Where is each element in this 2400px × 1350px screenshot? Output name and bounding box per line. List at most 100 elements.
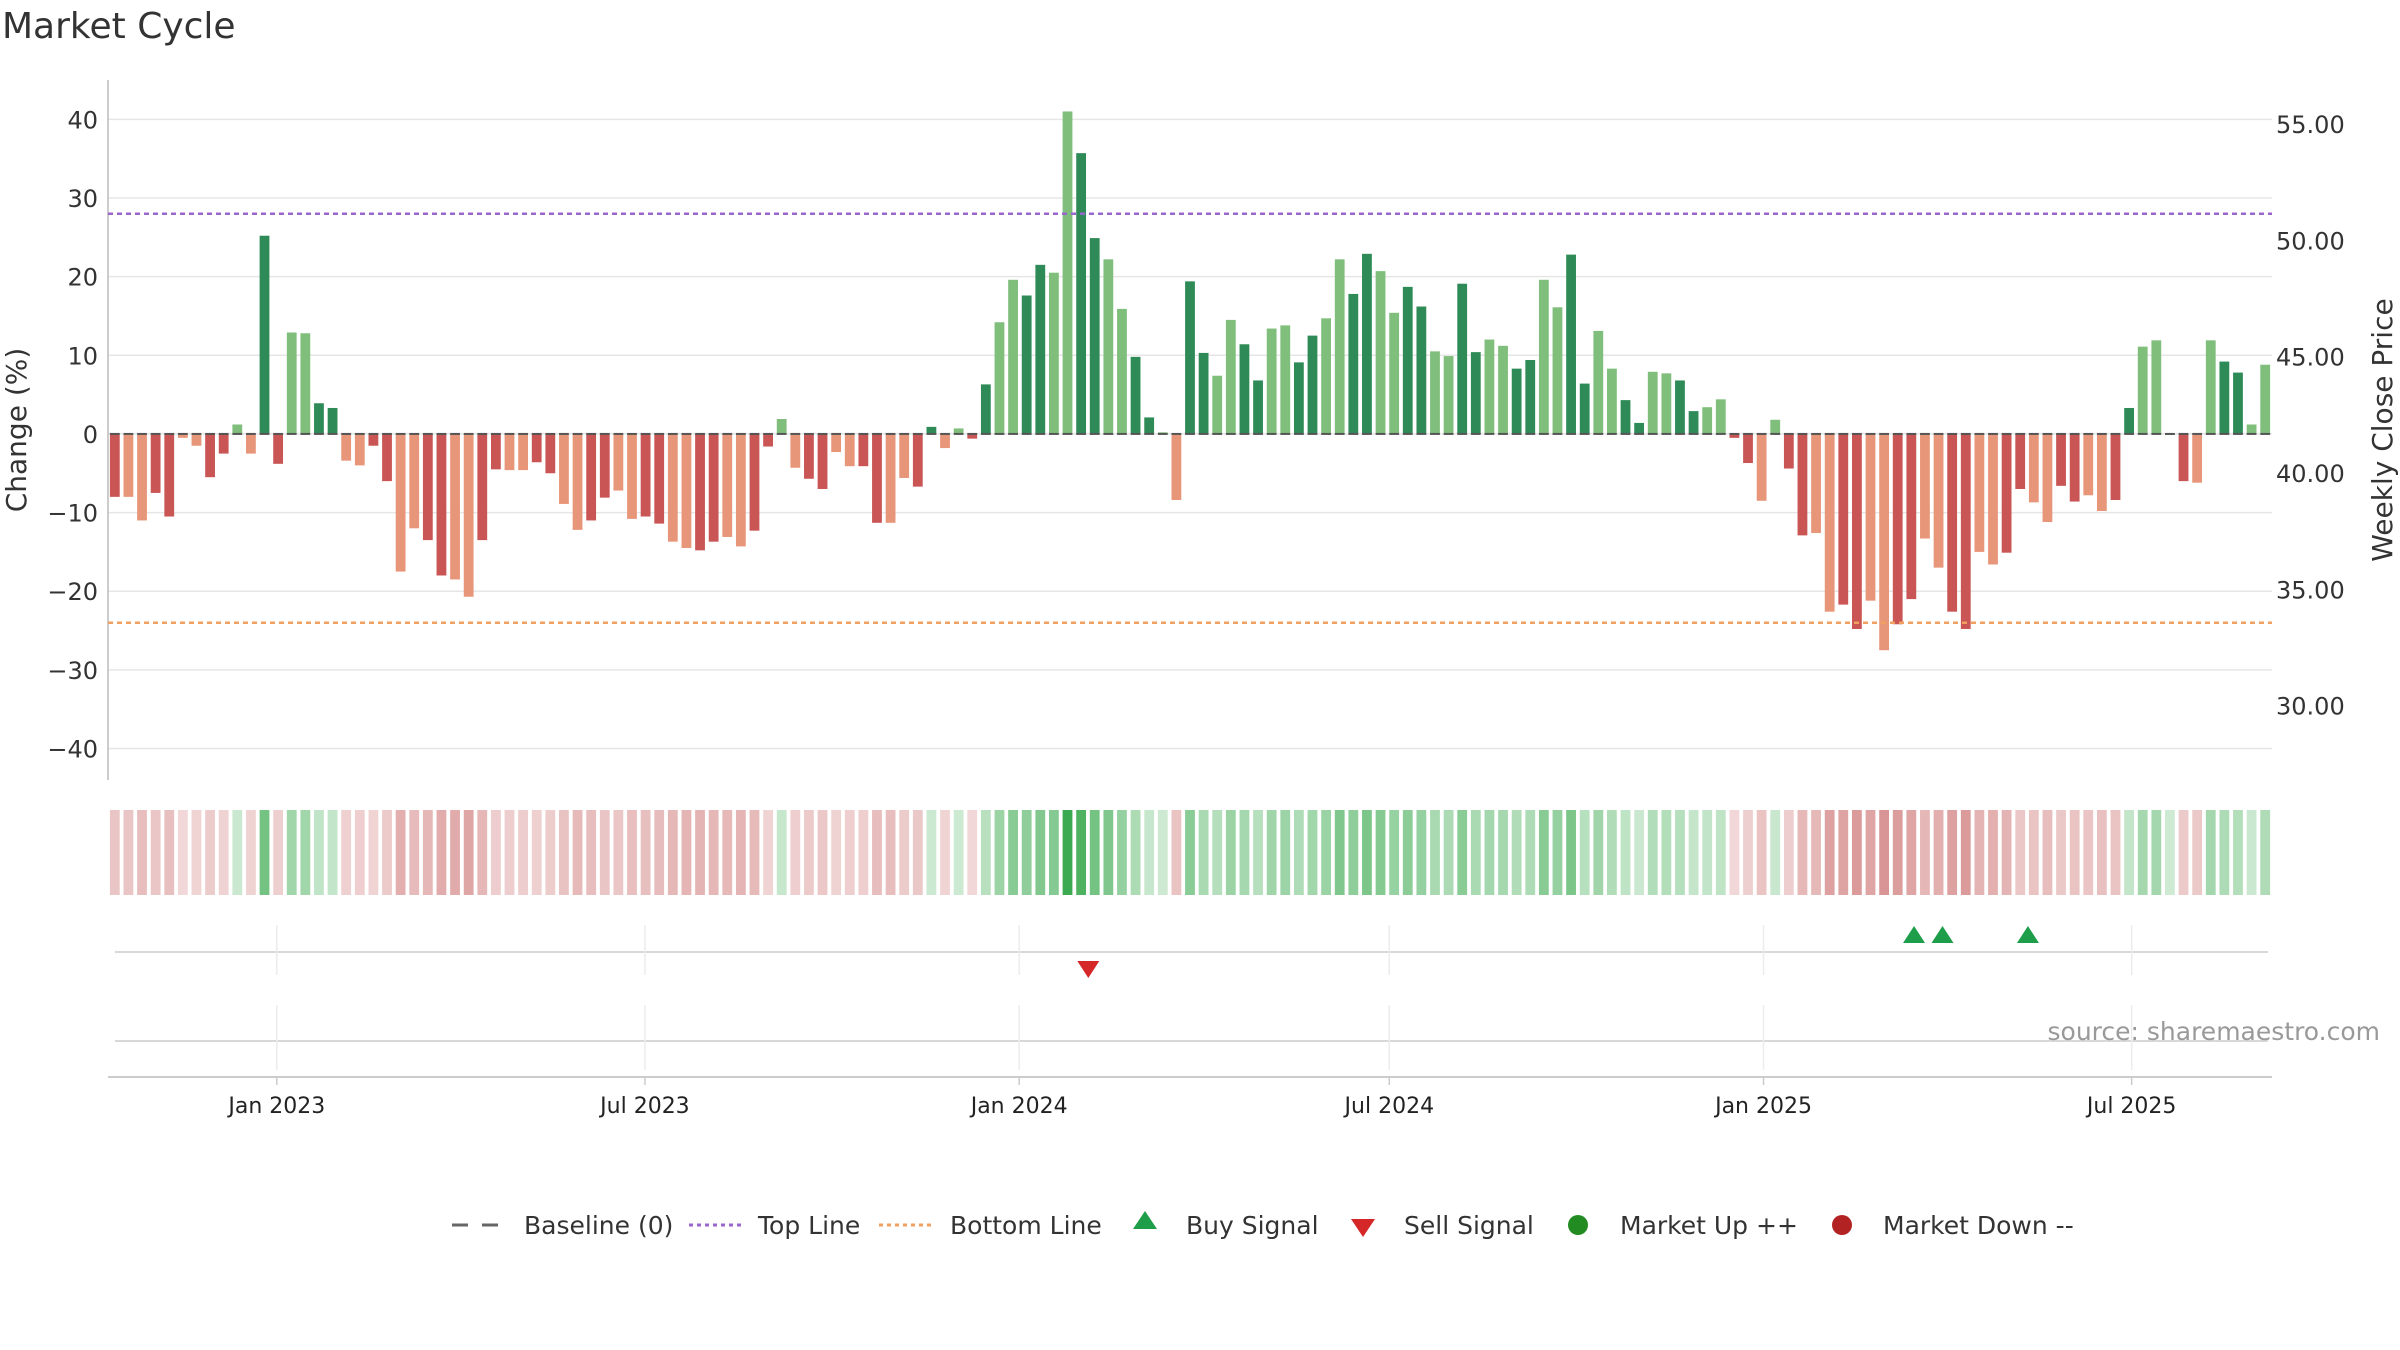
heat-cell (1647, 810, 1658, 895)
heat-cell (1416, 810, 1427, 895)
heat-cell (191, 810, 202, 895)
bar (817, 433, 828, 489)
bar-baseline-tick (1688, 432, 1699, 435)
bar-baseline-tick (1470, 432, 1481, 435)
heat-cell (382, 810, 392, 895)
bar (1797, 433, 1808, 536)
bar-baseline-tick (1879, 432, 1890, 435)
y2-tick-label: 30.00 (2276, 693, 2345, 721)
bar-baseline-tick (1634, 432, 1645, 435)
bar (586, 433, 597, 521)
bar (382, 433, 392, 482)
y2-axis-title: Weekly Close Price (2366, 298, 2399, 561)
bar-baseline-tick (1212, 432, 1223, 435)
bar-baseline-tick (1675, 432, 1685, 435)
bar (1824, 433, 1835, 612)
bar (504, 433, 515, 471)
heat-cell (1457, 810, 1468, 895)
bar (2178, 433, 2189, 482)
bar (831, 433, 842, 453)
bar-baseline-tick (1988, 432, 1998, 435)
bar-baseline-tick (1566, 432, 1576, 435)
bar (1675, 380, 1685, 434)
bar-baseline-tick (735, 432, 746, 435)
bar (450, 433, 460, 580)
heat-cell (1947, 810, 1958, 895)
bar-baseline-tick (844, 432, 855, 435)
bar (246, 433, 256, 454)
bar (1430, 351, 1440, 434)
bar (2124, 407, 2134, 434)
buy-signal-marker (1903, 926, 1926, 943)
bar (1756, 433, 1767, 501)
heat-cell (1688, 810, 1699, 895)
bar (872, 433, 882, 523)
bar (1688, 411, 1699, 434)
bar-baseline-tick (341, 432, 352, 435)
heat-cell (273, 810, 284, 895)
heat-cell (1797, 810, 1808, 895)
bar-baseline-tick (1906, 432, 1917, 435)
bar (1892, 433, 1903, 625)
heat-cell (1076, 810, 1087, 895)
bar (1021, 295, 1032, 434)
bar (395, 433, 406, 572)
bar-baseline-tick (545, 432, 556, 435)
bar-baseline-tick (613, 432, 624, 435)
heat-cell (722, 810, 733, 895)
bar (1838, 433, 1849, 605)
bar (2042, 433, 2053, 523)
heat-cell (1334, 810, 1345, 895)
bar-baseline-tick (518, 432, 529, 435)
bar-baseline-tick (804, 432, 814, 435)
bar-baseline-tick (1756, 432, 1767, 435)
heat-cell (1511, 810, 1522, 895)
bar (2083, 433, 2094, 496)
bar-baseline-tick (1430, 432, 1440, 435)
bar-baseline-tick (872, 432, 882, 435)
bar (2192, 433, 2203, 483)
bar-baseline-tick (205, 432, 215, 435)
bar (232, 424, 243, 434)
y-tick-label: −30 (47, 657, 98, 685)
bar-baseline-tick (586, 432, 597, 435)
bar (2205, 340, 2216, 434)
bar-baseline-tick (1062, 432, 1073, 435)
bar (640, 433, 651, 517)
heat-cell (1498, 810, 1508, 895)
bar (1607, 368, 1617, 434)
heat-cell (2165, 810, 2175, 895)
bar (1089, 238, 1100, 434)
bar-baseline-tick (2083, 432, 2094, 435)
bar (2096, 433, 2107, 512)
heat-cell (1675, 810, 1685, 895)
bar (1307, 335, 1318, 434)
bar-baseline-tick (1729, 432, 1740, 435)
heat-cell (1402, 810, 1413, 895)
bar-baseline-tick (354, 432, 365, 435)
heat-cell (1089, 810, 1100, 895)
bar (940, 433, 950, 449)
heat-cell (681, 810, 692, 895)
bar-baseline-tick (2096, 432, 2107, 435)
heat-cell (2260, 810, 2271, 895)
heat-cell (926, 810, 937, 895)
bar (1879, 433, 1890, 651)
heat-cell (1525, 810, 1536, 895)
bar (2069, 433, 2080, 502)
heat-cell (1008, 810, 1018, 895)
bar (1402, 286, 1413, 434)
heat-cell (1770, 810, 1781, 895)
bar (1266, 328, 1277, 434)
y2-tick-label: 35.00 (2276, 576, 2345, 604)
bar-baseline-tick (817, 432, 828, 435)
heat-cell (1157, 810, 1168, 895)
heat-cell (1566, 810, 1576, 895)
heat-cell (1130, 810, 1141, 895)
heat-cell (137, 810, 147, 895)
heat-cell (1239, 810, 1250, 895)
bar (286, 332, 297, 434)
bar-baseline-tick (831, 432, 842, 435)
bar-baseline-tick (368, 432, 379, 435)
heat-cell (1906, 810, 1917, 895)
